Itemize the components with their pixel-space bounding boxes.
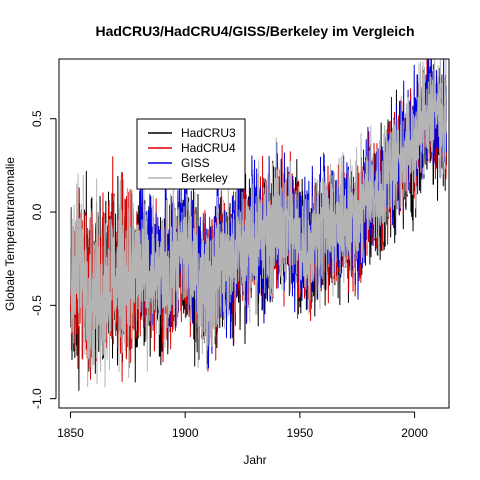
y-tick-label: -1.0 bbox=[30, 388, 44, 409]
y-axis-label: Globale Temperaturanomalie bbox=[3, 157, 17, 311]
x-tick-label: 1850 bbox=[57, 426, 84, 440]
legend-label-berkeley: Berkeley bbox=[181, 171, 228, 185]
y-axis: -1.0 -0.5 0.0 0.5 bbox=[30, 110, 57, 409]
series-layer bbox=[69, 59, 448, 391]
chart-title: HadCRU3/HadCRU4/GISS/Berkeley im Verglei… bbox=[95, 23, 414, 39]
x-axis-label: Jahr bbox=[243, 453, 266, 467]
y-tick-label: 0.0 bbox=[30, 203, 44, 220]
x-tick-label: 1900 bbox=[172, 426, 199, 440]
x-tick-label: 2000 bbox=[401, 426, 428, 440]
x-axis: 1850 1900 1950 2000 bbox=[57, 411, 428, 440]
y-tick-label: 0.5 bbox=[30, 110, 44, 127]
legend-label-hadcru4: HadCRU4 bbox=[181, 141, 236, 155]
x-tick-label: 1950 bbox=[287, 426, 314, 440]
plot-frame bbox=[58, 58, 450, 409]
legend-label-giss: GISS bbox=[181, 156, 210, 170]
series-clip-group bbox=[69, 59, 448, 391]
y-tick-label: -0.5 bbox=[30, 295, 44, 316]
legend-label-hadcru3: HadCRU3 bbox=[181, 126, 236, 140]
series-line-berkeley bbox=[69, 59, 448, 388]
